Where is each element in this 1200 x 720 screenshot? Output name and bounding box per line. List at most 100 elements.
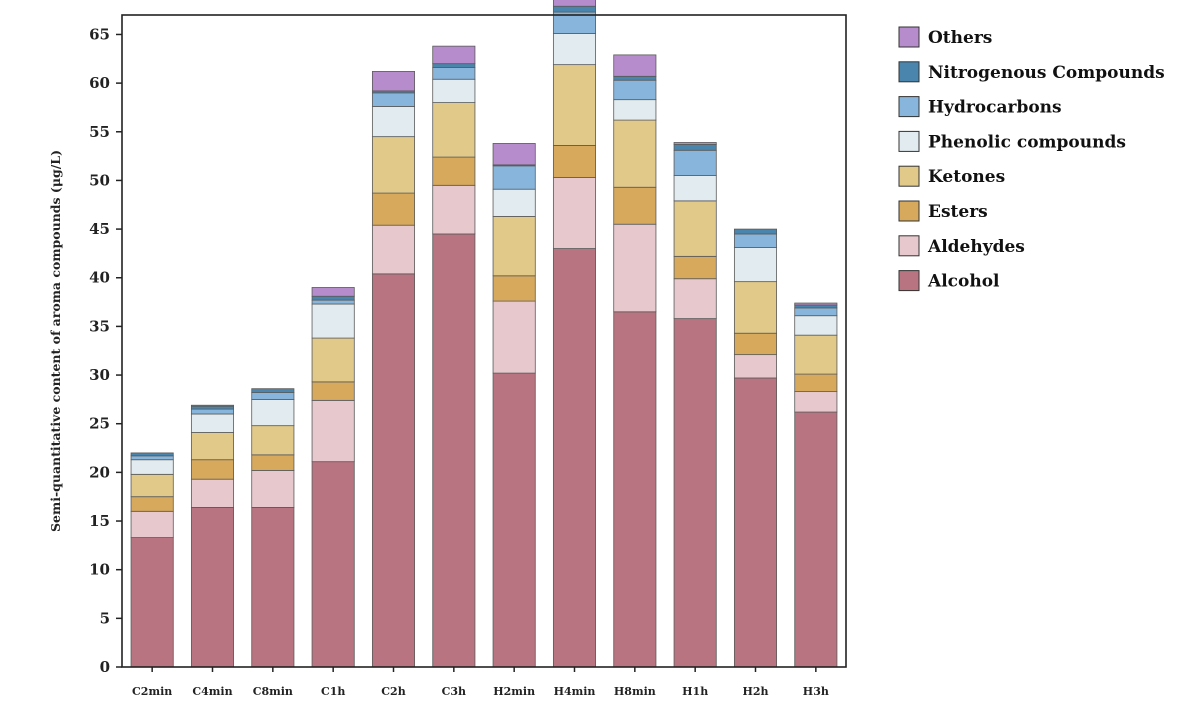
bar-segment-nitrogenous-compounds-h4min [552, 5, 597, 13]
legend-label-alcohol: Alcohol [927, 272, 1000, 292]
x-tick-label: C8min [253, 685, 293, 698]
y-tick-label: 40 [89, 269, 110, 287]
legend-label-ketones: Ketones [928, 167, 1005, 187]
bar-segment-aldehydes-c1h [311, 399, 355, 463]
bar-segment-phenolic-compounds-h2h [733, 247, 778, 283]
bar-segment-ketones-h1h [673, 200, 717, 257]
legend-label-others: Others [928, 28, 992, 48]
bar-segment-ketones-h2min [492, 216, 536, 277]
x-tick-label: H8min [614, 685, 656, 698]
y-tick-label: 0 [100, 658, 110, 676]
x-tick-label: C2min [132, 685, 172, 698]
bar-segment-esters-c8min [251, 454, 295, 471]
bar-segment-aldehydes-c2h [371, 224, 416, 275]
legend-label-phenolic-compounds: Phenolic compounds [928, 132, 1126, 152]
bar-segment-aldehydes-h8min [613, 223, 657, 313]
bar-segment-others-h4min [552, 0, 597, 7]
y-axis-title: Semi-quantitative content of aroma compo… [48, 150, 63, 532]
bar-segment-phenolic-compounds-c3h [432, 78, 476, 103]
bar-segment-nitrogenous-compounds-h2h [733, 228, 778, 235]
bar-segment-ketones-h8min [613, 119, 657, 188]
bar-segment-others-c1h [311, 287, 355, 297]
bar-segment-hydrocarbons-c8min [251, 392, 295, 400]
bar-segment-esters-c4min [190, 459, 235, 480]
bar-segment-aldehydes-c3h [432, 184, 476, 235]
legend: Others Nitrogenous Compounds Hydrocarbons P… [898, 26, 1165, 292]
plot-frame [121, 14, 847, 668]
y-tick-label: 10 [89, 561, 110, 579]
bar-segment-alcohol-h1h [673, 318, 717, 668]
bar-segment-nitrogenous-compounds-c4min [190, 405, 235, 410]
bar-segment-hydrocarbons-c4min [190, 408, 235, 415]
bar-segment-others-h1h [673, 142, 717, 145]
y-tick-label: 65 [89, 25, 110, 43]
bar-segment-ketones-c3h [432, 102, 476, 158]
bar-segment-alcohol-h2h [733, 377, 778, 668]
bar-segment-nitrogenous-compounds-c2min [130, 452, 174, 457]
bar-segment-others-h3h [794, 302, 838, 306]
legend-swatch-hydrocarbons [898, 96, 920, 118]
bar-segment-esters-c2h [371, 192, 416, 226]
bar-segment-ketones-c2h [371, 136, 416, 194]
bar-segment-ketones-h2h [733, 281, 778, 334]
bar-segment-aldehydes-h3h [794, 391, 838, 413]
y-tick-label: 50 [89, 171, 110, 189]
bar-segment-phenolic-compounds-c2h [371, 106, 416, 138]
bar-segment-alcohol-h4min [552, 248, 597, 668]
x-tick-label: H2h [742, 685, 768, 698]
bar-segment-alcohol-h8min [613, 311, 657, 668]
y-tick-label: 20 [89, 463, 110, 481]
bar-segment-hydrocarbons-h3h [794, 307, 838, 317]
bar-segment-phenolic-compounds-h2min [492, 188, 536, 217]
bar-segment-esters-c3h [432, 156, 476, 186]
bar-segment-nitrogenous-compounds-c1h [311, 295, 355, 301]
bar-segment-others-c2h [371, 71, 416, 92]
bar-segment-hydrocarbons-c1h [311, 299, 355, 305]
bar-segment-alcohol-c1h [311, 461, 355, 668]
bar-segment-ketones-h4min [552, 64, 597, 146]
x-tick-label: C4min [192, 685, 232, 698]
y-tick-label: 25 [89, 415, 110, 433]
bar-segment-aldehydes-c2min [130, 510, 174, 538]
legend-swatch-esters [898, 200, 920, 222]
legend-swatch-phenolic-compounds [898, 130, 920, 152]
bar-segment-alcohol-c2h [371, 273, 416, 668]
legend-swatch-aldehydes [898, 235, 920, 257]
x-tick-label: C3h [442, 685, 466, 698]
bar-segment-nitrogenous-compounds-c3h [432, 63, 476, 68]
bars-layer [130, 0, 838, 668]
bar-segment-esters-c2min [130, 496, 174, 512]
bar-segment-hydrocarbons-c2min [130, 455, 174, 461]
bar-segment-esters-h4min [552, 144, 597, 178]
bar-segment-ketones-c2min [130, 473, 174, 498]
y-tick-label: 5 [100, 609, 110, 627]
legend-swatch-others [898, 26, 920, 48]
bar-segment-esters-c1h [311, 381, 355, 401]
y-tick-label: 55 [89, 123, 110, 141]
bar-segment-hydrocarbons-h2min [492, 165, 536, 190]
bar-segment-ketones-c1h [311, 337, 355, 383]
bar-segment-alcohol-c2min [130, 537, 174, 668]
bar-segment-aldehydes-h2min [492, 300, 536, 374]
bar-segment-esters-h3h [794, 373, 838, 393]
bar-segment-ketones-h3h [794, 334, 838, 375]
bar-segment-others-c4min [190, 404, 235, 407]
bar-segment-alcohol-h3h [794, 411, 838, 668]
bar-segment-phenolic-compounds-c8min [251, 398, 295, 427]
bar-segment-phenolic-compounds-c4min [190, 413, 235, 433]
bar-segment-esters-h1h [673, 255, 717, 280]
bar-segment-hydrocarbons-c2h [371, 92, 416, 107]
bar-segment-ketones-c4min [190, 432, 235, 461]
x-tick-label: H3h [803, 685, 829, 698]
bar-segment-alcohol-c8min [251, 507, 295, 668]
bar-segment-aldehydes-c8min [251, 470, 295, 508]
legend-label-aldehydes: Aldehydes [927, 237, 1025, 257]
legend-label-esters: Esters [928, 202, 988, 222]
y-tick-label: 45 [89, 220, 110, 238]
bar-segment-aldehydes-h2h [733, 354, 778, 379]
bar-segment-nitrogenous-compounds-c8min [251, 388, 295, 393]
legend-label-hydrocarbons: Hydrocarbons [928, 98, 1062, 118]
legend-swatch-ketones [898, 165, 920, 187]
x-tick-label: C1h [321, 685, 345, 698]
